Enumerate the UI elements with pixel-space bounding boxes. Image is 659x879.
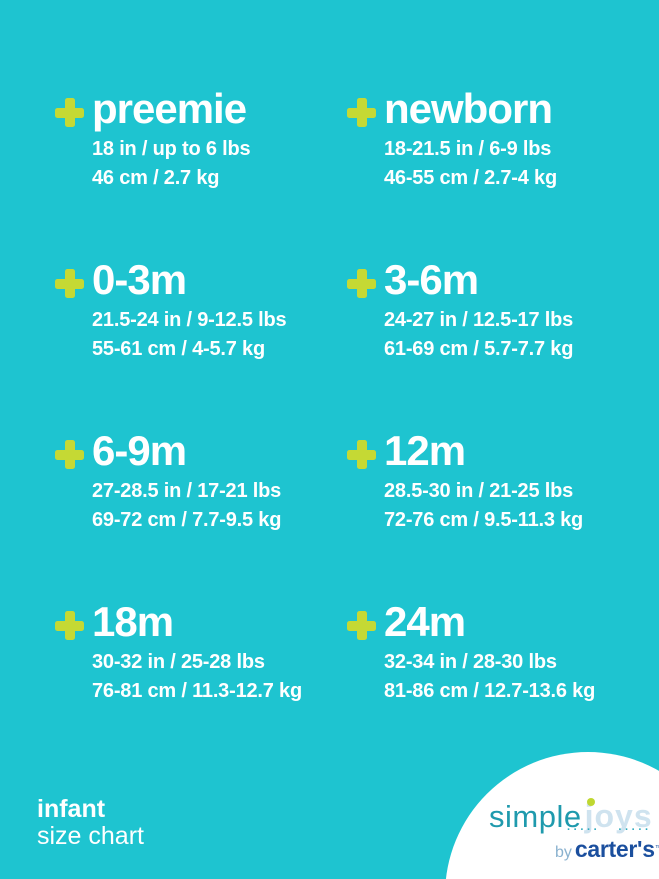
size-imperial: 21.5-24 in / 9-12.5 lbs <box>92 309 287 331</box>
plus-icon <box>347 269 376 298</box>
size-imperial: 18 in / up to 6 lbs <box>92 138 251 160</box>
brand-word-joys: joys <box>584 798 653 834</box>
size-metric: 72-76 cm / 9.5-11.3 kg <box>384 509 584 531</box>
dots-left: ····· <box>567 824 601 836</box>
size-entry-text: newborn 18-21.5 in / 6-9 lbs 46-55 cm / … <box>384 86 557 193</box>
size-entry-24m: 24m 32-34 in / 28-30 lbs 81-86 cm / 12.7… <box>347 599 645 770</box>
size-entry-0-3m: 0-3m 21.5-24 in / 9-12.5 lbs 55-61 cm / … <box>55 257 347 428</box>
size-metric: 76-81 cm / 11.3-12.7 kg <box>92 680 302 702</box>
size-name: 3-6m <box>384 256 479 303</box>
size-imperial: 18-21.5 in / 6-9 lbs <box>384 138 552 160</box>
plus-icon <box>55 611 84 640</box>
size-metric: 69-72 cm / 7.7-9.5 kg <box>92 509 282 531</box>
size-entry-text: 0-3m 21.5-24 in / 9-12.5 lbs 55-61 cm / … <box>92 256 287 364</box>
size-entry-text: 6-9m 27-28.5 in / 17-21 lbs 69-72 cm / 7… <box>92 428 281 535</box>
size-metric: 55-61 cm / 4-5.7 kg <box>92 338 265 360</box>
byline-by: by <box>555 844 572 861</box>
size-name: preemie <box>92 85 247 132</box>
size-imperial: 30-32 in / 25-28 lbs <box>92 651 265 673</box>
size-metric: 46-55 cm / 2.7-4 kg <box>384 167 557 189</box>
size-imperial: 27-28.5 in / 17-21 lbs <box>92 480 282 502</box>
brand-logo: simplejoys <box>489 798 653 835</box>
brand-byline: by carter's™ <box>555 836 659 863</box>
chart-footer-label: infant size chart <box>37 796 144 850</box>
brand-dotted-underline: ····· ····· <box>567 824 652 836</box>
size-entry-text: 3-6m 24-27 in / 12.5-17 lbs 61-69 cm / 5… <box>384 257 573 364</box>
plus-icon <box>347 440 376 469</box>
size-metric: 81-86 cm / 12.7-13.6 kg <box>384 680 596 702</box>
size-name: 12m <box>384 427 466 474</box>
plus-icon <box>55 440 84 469</box>
brand-word-simple: simple <box>489 799 582 834</box>
size-imperial: 32-34 in / 28-30 lbs <box>384 651 557 673</box>
byline-carters: carter's <box>574 836 655 862</box>
size-grid: preemie 18 in / up to 6 lbs 46 cm / 2.7 … <box>55 86 645 770</box>
plus-icon <box>55 269 84 298</box>
chart-subtitle: size chart <box>37 822 144 850</box>
size-metric: 46 cm / 2.7 kg <box>92 167 220 189</box>
size-entry-text: 18m 30-32 in / 25-28 lbs 76-81 cm / 11.3… <box>92 599 302 706</box>
size-entry-3-6m: 3-6m 24-27 in / 12.5-17 lbs 61-69 cm / 5… <box>347 257 645 428</box>
size-name: 6-9m <box>92 427 187 474</box>
size-name: 18m <box>92 598 174 645</box>
size-entry-6-9m: 6-9m 27-28.5 in / 17-21 lbs 69-72 cm / 7… <box>55 428 347 599</box>
chart-category: infant <box>37 795 106 823</box>
size-entry-text: 12m 28.5-30 in / 21-25 lbs 72-76 cm / 9.… <box>384 428 583 535</box>
size-name: 0-3m <box>92 256 187 303</box>
plus-icon <box>55 98 84 127</box>
size-metric: 61-69 cm / 5.7-7.7 kg <box>384 338 574 360</box>
size-entry-12m: 12m 28.5-30 in / 21-25 lbs 72-76 cm / 9.… <box>347 428 645 599</box>
size-name: 24m <box>384 598 466 645</box>
size-entry-text: preemie 18 in / up to 6 lbs 46 cm / 2.7 … <box>92 85 251 193</box>
size-imperial: 24-27 in / 12.5-17 lbs <box>384 309 574 331</box>
plus-icon <box>347 98 376 127</box>
trademark-symbol: ™ <box>654 843 659 853</box>
size-entry-preemie: preemie 18 in / up to 6 lbs 46 cm / 2.7 … <box>55 86 347 257</box>
plus-icon <box>347 611 376 640</box>
size-entry-18m: 18m 30-32 in / 25-28 lbs 76-81 cm / 11.3… <box>55 599 347 770</box>
size-name: newborn <box>384 85 553 132</box>
size-entry-text: 24m 32-34 in / 28-30 lbs 81-86 cm / 12.7… <box>384 599 595 706</box>
dots-right: ····· <box>618 824 652 836</box>
size-imperial: 28.5-30 in / 21-25 lbs <box>384 480 574 502</box>
brand-logo-circle: simplejoys ····· ····· by carter's™ <box>445 752 659 879</box>
size-entry-newborn: newborn 18-21.5 in / 6-9 lbs 46-55 cm / … <box>347 86 645 257</box>
